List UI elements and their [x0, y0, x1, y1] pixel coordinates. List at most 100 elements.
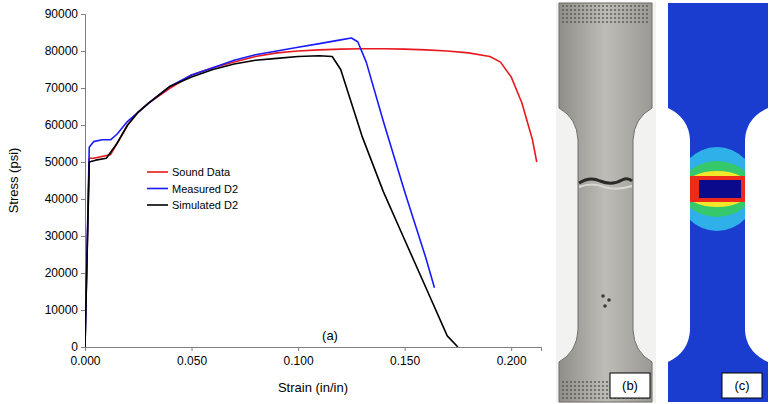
grip-dot [586, 9, 588, 11]
grip-dot [570, 21, 572, 23]
grip-dot [614, 13, 616, 15]
x-tick-mark [192, 347, 193, 351]
grip-dot [590, 13, 592, 15]
grip-dot [582, 381, 584, 383]
y-tick: 50000 [45, 155, 85, 169]
grip-dot [634, 5, 636, 7]
legend-swatch [147, 204, 168, 206]
grip-dot [594, 393, 596, 395]
grip-dot [562, 381, 564, 383]
grip-dot [566, 21, 568, 23]
grip-dot [618, 9, 620, 11]
y-tick-mark [81, 310, 85, 311]
series-line [85, 38, 434, 347]
y-tick-mark [81, 236, 85, 237]
grip-dot [586, 13, 588, 15]
legend-label: Measured D2 [172, 183, 238, 195]
grip-dot [646, 9, 648, 11]
fracture [579, 179, 632, 184]
y-tick-mark [81, 162, 85, 163]
grip-dot [586, 393, 588, 395]
x-tick-label: 0.050 [177, 354, 207, 368]
x-tick-mark [298, 347, 299, 351]
y-tick-mark [81, 88, 85, 89]
grip-dot [586, 381, 588, 383]
y-axis: 0100002000030000400005000060000700008000… [45, 7, 86, 354]
fracture-shade [579, 185, 632, 189]
grip-dot [562, 17, 564, 19]
label-box [722, 373, 762, 398]
grip-dot [566, 17, 568, 19]
grip-dot [638, 17, 640, 19]
y-tick-label: 70000 [45, 81, 79, 95]
grip-dot [606, 389, 608, 391]
grip-dot [586, 5, 588, 7]
grip-dot [606, 9, 608, 11]
label-box [610, 373, 650, 398]
y-tick-mark [81, 51, 85, 52]
y-axis-title: Stress (psi) [6, 148, 21, 214]
y-tick: 80000 [45, 44, 85, 58]
image-label: (b) [622, 378, 638, 393]
grip-dot [642, 21, 644, 23]
grip-dot [598, 397, 600, 399]
grip-dot [630, 21, 632, 23]
y-tick-label: 10000 [45, 303, 79, 317]
grip-dot [574, 9, 576, 11]
y-tick-mark [81, 125, 85, 126]
grip-dot [602, 385, 604, 387]
grip-dot [578, 21, 580, 23]
grip-dot [626, 5, 628, 7]
x-tick: 0.150 [390, 347, 420, 368]
grip-dot [622, 9, 624, 11]
y-tick-label: 40000 [45, 192, 79, 206]
grip-dot [574, 381, 576, 383]
grip-dot [578, 13, 580, 15]
grip-dot [574, 5, 576, 7]
grip-dot [622, 17, 624, 19]
band-yellow [683, 171, 751, 207]
grip-dot [594, 21, 596, 23]
grip-dot [574, 21, 576, 23]
grip-dot [634, 21, 636, 23]
grip-dot [570, 9, 572, 11]
grip-dot [590, 17, 592, 19]
legend-label: Sound Data [172, 166, 231, 178]
grip-dot [638, 13, 640, 15]
grip-dot [582, 393, 584, 395]
image-label: (c) [734, 378, 749, 393]
grip-dot [582, 17, 584, 19]
y-tick: 60000 [45, 118, 85, 132]
x-tick-mark [405, 347, 406, 351]
grip-dot [590, 5, 592, 7]
grip-dot [642, 9, 644, 11]
grip-dot [602, 9, 604, 11]
band-cyan [677, 147, 757, 231]
contour-body [668, 3, 768, 402]
grip-dot [586, 17, 588, 19]
grip-dot [614, 5, 616, 7]
y-tick-label: 30000 [45, 229, 79, 243]
grip-dot [598, 17, 600, 19]
grip-dot [570, 13, 572, 15]
x-axis-line [86, 348, 542, 352]
grip-dot [598, 381, 600, 383]
grip-dot [578, 389, 580, 391]
grip-dot [586, 397, 588, 399]
grip-dot [562, 9, 564, 11]
y-tick: 20000 [45, 266, 85, 280]
x-tick-label: 0.150 [390, 354, 420, 368]
grip-dot [578, 9, 580, 11]
grip-dot [566, 5, 568, 7]
grip-dot [582, 389, 584, 391]
specimen-photo: (b) [556, 2, 656, 403]
grip-dot [582, 5, 584, 7]
grip-dot [582, 21, 584, 23]
grip-dot [574, 393, 576, 395]
grip-dot [594, 13, 596, 15]
specimen [559, 3, 652, 402]
grip-dot [562, 13, 564, 15]
grip-dot [570, 385, 572, 387]
grip-dot [606, 381, 608, 383]
grip-dot [566, 381, 568, 383]
